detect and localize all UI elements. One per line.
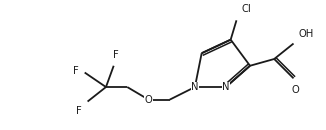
Text: F: F	[76, 106, 82, 116]
Text: N: N	[222, 82, 230, 92]
Text: Cl: Cl	[241, 4, 251, 14]
Text: O: O	[145, 95, 152, 105]
Text: F: F	[73, 66, 79, 76]
Text: N: N	[191, 82, 199, 92]
Text: F: F	[113, 50, 118, 60]
Text: OH: OH	[298, 29, 314, 39]
Text: O: O	[291, 85, 299, 95]
